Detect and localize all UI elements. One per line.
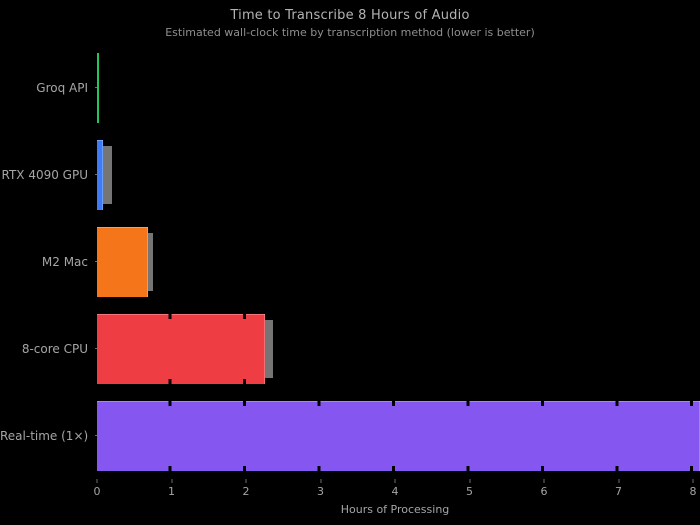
bar-track <box>97 52 700 123</box>
x-axis-title: Hours of Processing <box>340 503 450 516</box>
bar[interactable] <box>97 400 700 471</box>
error-cap <box>103 145 113 204</box>
x-tick-label: 1 <box>168 485 175 498</box>
x-tick-mark <box>543 479 545 483</box>
x-tick-label: 7 <box>615 485 622 498</box>
y-tick-mark <box>95 87 97 88</box>
category-label: M2 Mac <box>41 254 88 269</box>
x-tick-label: 5 <box>466 485 473 498</box>
x-tick-mark <box>469 479 470 483</box>
error-cap <box>265 319 274 378</box>
x-tick-label: 8 <box>689 485 697 498</box>
bar[interactable] <box>97 52 99 123</box>
x-tick: 6 <box>541 479 548 498</box>
y-tick-mark <box>95 261 97 262</box>
category-label: 8-core CPU <box>21 341 88 356</box>
x-tick: 0 <box>94 479 101 498</box>
x-tick-mark <box>171 479 172 483</box>
x-tick-mark <box>618 479 619 483</box>
chart-title: Time to Transcribe 8 Hours of Audio <box>230 8 470 23</box>
x-tick-label: 6 <box>540 485 548 498</box>
x-tick-label: 3 <box>317 485 324 498</box>
x-tick: 2 <box>243 479 250 498</box>
x-tick-label: 4 <box>391 485 399 498</box>
x-tick: 4 <box>392 479 399 498</box>
x-tick: 1 <box>168 479 175 498</box>
bar-track <box>97 313 700 384</box>
bar-row: Real-time (1×) <box>0 392 700 479</box>
bar-track <box>97 400 700 471</box>
bar-row: RTX 4090 GPU <box>0 131 700 218</box>
category-label: Groq API <box>36 80 88 95</box>
bar[interactable] <box>97 313 266 384</box>
x-tick: 5 <box>466 479 473 498</box>
y-tick-mark <box>95 348 97 349</box>
x-tick: 8 <box>690 479 697 498</box>
x-tick-mark <box>394 479 396 483</box>
x-tick: 7 <box>615 479 622 498</box>
chart-subtitle: Estimated wall-clock time by transcripti… <box>165 26 535 39</box>
category-label: RTX 4090 GPU <box>1 167 88 182</box>
y-tick-mark <box>95 174 97 175</box>
x-tick: 3 <box>317 479 324 498</box>
x-tick-label: 2 <box>242 485 250 498</box>
x-tick-mark <box>96 479 98 483</box>
category-label: Real-time (1×) <box>0 428 89 443</box>
bar-track <box>97 226 700 297</box>
x-axis: 0 1 2 3 4 5 6 7 8 <box>94 479 697 501</box>
plot-area: Groq API RTX 4090 GPU M2 Mac 8-core CPU Real… <box>0 44 700 479</box>
y-tick-mark <box>95 435 97 436</box>
x-tick-mark <box>245 479 247 483</box>
x-tick-mark <box>692 479 694 483</box>
bar[interactable] <box>97 226 149 297</box>
error-cap <box>148 232 153 291</box>
bar[interactable] <box>97 139 104 210</box>
x-tick-mark <box>320 479 321 483</box>
bar-row: M2 Mac <box>0 218 700 305</box>
bar-row: 8-core CPU <box>0 305 700 392</box>
bar-track <box>97 139 700 210</box>
bar-row: Groq API <box>0 44 700 131</box>
x-tick-label: 0 <box>93 485 101 498</box>
